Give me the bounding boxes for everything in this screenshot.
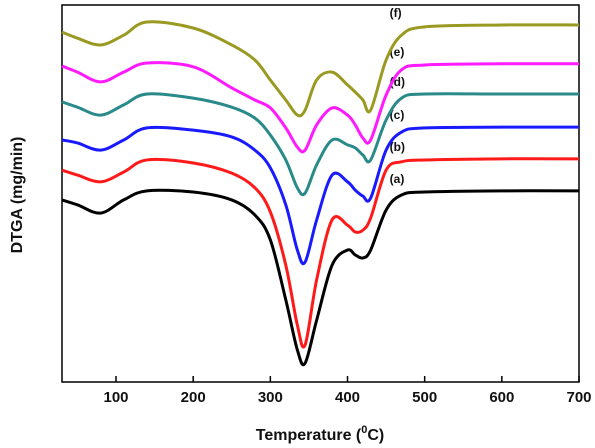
x-axis-label: Temperature (0C) <box>256 424 385 444</box>
x-tick-label: 300 <box>258 389 283 406</box>
series-label: (a) <box>390 172 405 186</box>
x-tick-label: 600 <box>489 389 514 406</box>
plot-frame <box>61 4 580 383</box>
series-line <box>61 61 580 154</box>
series-line <box>61 157 580 349</box>
x-label-sup: 0 <box>361 424 367 436</box>
x-tick-label: 200 <box>181 389 206 406</box>
series-line <box>61 92 579 197</box>
series-label: (e) <box>390 45 405 59</box>
series-label: (c) <box>390 108 405 122</box>
series-label: (f) <box>390 6 402 20</box>
series-line <box>61 20 580 118</box>
x-tick-label: 700 <box>566 389 591 406</box>
x-tick-label: 400 <box>335 389 360 406</box>
series-line <box>61 188 580 367</box>
x-label-text: Temperature ( <box>256 427 362 444</box>
series-line <box>61 125 580 266</box>
y-axis-label: DTGA (mg/min) <box>9 137 26 254</box>
x-tick-label: 500 <box>412 389 437 406</box>
x-tick-label: 100 <box>103 389 128 406</box>
x-label-text: C) <box>367 427 384 444</box>
series-label: (b) <box>390 140 405 154</box>
